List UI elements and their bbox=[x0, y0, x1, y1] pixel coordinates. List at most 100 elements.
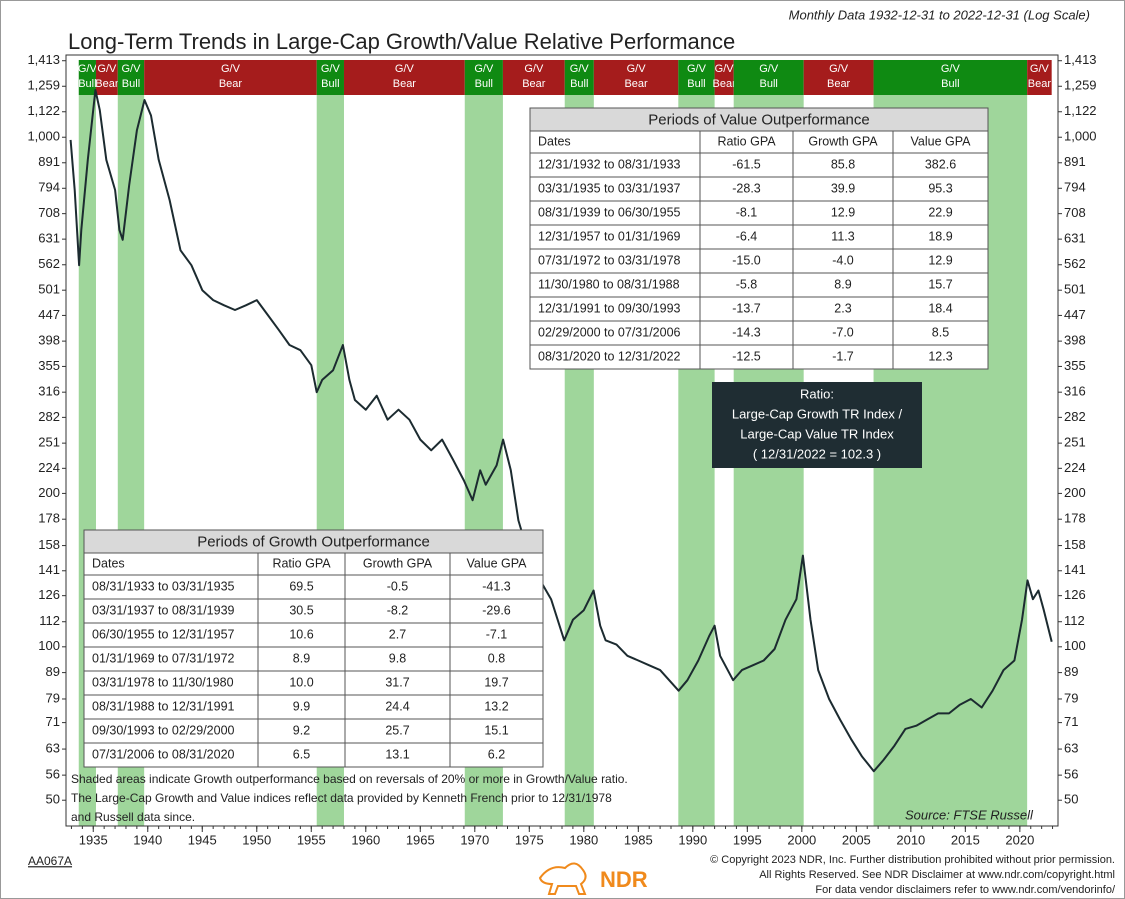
table-cell: 12/31/1991 to 09/30/1993 bbox=[538, 301, 681, 315]
table-cell: -4.0 bbox=[832, 253, 854, 267]
regime-band bbox=[144, 60, 317, 95]
regime-band bbox=[714, 60, 734, 95]
table-cell: -1.7 bbox=[832, 349, 854, 363]
table-cell: 22.9 bbox=[928, 205, 952, 219]
table-cell: 95.3 bbox=[928, 181, 952, 195]
table-cell: 69.5 bbox=[289, 579, 313, 593]
y-tick-label: 50 bbox=[1064, 792, 1078, 807]
table-cell: -13.7 bbox=[732, 301, 761, 315]
y-tick-label: 794 bbox=[38, 180, 60, 195]
table-cell: 12.9 bbox=[928, 253, 952, 267]
x-tick-label: 1955 bbox=[297, 832, 326, 847]
table-cell: 2.3 bbox=[834, 301, 851, 315]
y-tick-label: 891 bbox=[1064, 154, 1086, 169]
y-tick-label: 112 bbox=[39, 613, 60, 628]
y-tick-label: 631 bbox=[1064, 231, 1086, 246]
table-cell: -29.6 bbox=[482, 603, 511, 617]
regime-band bbox=[95, 60, 118, 95]
table-cell: 8.9 bbox=[834, 277, 851, 291]
table-cell: 06/30/1955 to 12/31/1957 bbox=[92, 627, 235, 641]
y-tick-label: 398 bbox=[38, 333, 60, 348]
table-cell: 15.1 bbox=[484, 723, 508, 737]
table-cell: 03/31/1978 to 11/30/1980 bbox=[92, 675, 234, 689]
y-tick-label: 126 bbox=[1064, 587, 1086, 602]
annotation-text: ( 12/31/2022 = 102.3 ) bbox=[753, 446, 881, 461]
table-cell: 07/31/2006 to 08/31/2020 bbox=[92, 747, 235, 761]
y-tick-label: 631 bbox=[38, 231, 60, 246]
table-cell: 09/30/1993 to 02/29/2000 bbox=[92, 723, 235, 737]
table-cell: 9.9 bbox=[293, 699, 310, 713]
x-tick-label: 2020 bbox=[1005, 832, 1034, 847]
table-cell: 13.2 bbox=[484, 699, 508, 713]
regime-label: G/V bbox=[474, 63, 494, 75]
x-tick-label: 2010 bbox=[896, 832, 925, 847]
table-header: Growth GPA bbox=[363, 556, 433, 570]
table-cell: 85.8 bbox=[831, 157, 855, 171]
table-header: Dates bbox=[92, 556, 125, 570]
x-tick-label: 1960 bbox=[351, 832, 380, 847]
x-tick-label: 1975 bbox=[515, 832, 544, 847]
y-tick-label: 251 bbox=[38, 435, 60, 450]
y-tick-label: 708 bbox=[1064, 205, 1086, 220]
y-tick-label: 447 bbox=[38, 307, 60, 322]
y-tick-label: 79 bbox=[1064, 690, 1078, 705]
regime-label: G/V bbox=[715, 63, 735, 75]
table-header: Value GPA bbox=[911, 134, 972, 148]
x-tick-label: 2000 bbox=[787, 832, 816, 847]
y-tick-label: 158 bbox=[38, 537, 60, 552]
x-tick-label: 1985 bbox=[624, 832, 653, 847]
table-cell: 10.0 bbox=[289, 675, 313, 689]
logo-bull bbox=[538, 862, 587, 895]
y-tick-label: 141 bbox=[1064, 562, 1086, 577]
copyright-line: All Rights Reserved. See NDR Disclaimer … bbox=[759, 869, 1115, 881]
regime-band bbox=[733, 60, 804, 95]
regime-label: G/V bbox=[97, 63, 117, 75]
footnote: and Russell data since. bbox=[71, 810, 195, 824]
y-tick-label: 447 bbox=[1064, 307, 1086, 322]
table-cell: 18.9 bbox=[928, 229, 952, 243]
x-tick-label: 1935 bbox=[79, 832, 108, 847]
y-tick-label: 158 bbox=[1064, 537, 1086, 552]
regime-label: Bull bbox=[687, 78, 705, 90]
table-cell: 30.5 bbox=[289, 603, 313, 617]
footnote: The Large-Cap Growth and Value indices r… bbox=[71, 791, 612, 805]
y-tick-label: 891 bbox=[38, 154, 60, 169]
table-cell: 08/31/1939 to 06/30/1955 bbox=[538, 205, 681, 219]
y-tick-label: 1,122 bbox=[27, 103, 60, 118]
table-title: Periods of Value Outperformance bbox=[648, 111, 870, 128]
regime-label: G/V bbox=[395, 63, 415, 75]
logo-text: NDR bbox=[600, 867, 648, 892]
regime-band bbox=[803, 60, 874, 95]
y-tick-label: 224 bbox=[38, 460, 60, 475]
regime-label: Bear bbox=[393, 78, 417, 90]
y-tick-label: 126 bbox=[38, 587, 60, 602]
regime-label: Bull bbox=[78, 78, 96, 90]
y-tick-label: 501 bbox=[38, 282, 60, 297]
regime-label: Bear bbox=[713, 78, 737, 90]
y-tick-label: 562 bbox=[38, 256, 60, 271]
copyright-line: For data vendor disclaimers refer to www… bbox=[815, 884, 1116, 896]
regime-label: G/V bbox=[941, 63, 961, 75]
y-tick-label: 71 bbox=[1064, 714, 1078, 729]
table-header: Ratio GPA bbox=[272, 556, 331, 570]
table-cell: -6.4 bbox=[736, 229, 758, 243]
y-tick-label: 79 bbox=[46, 690, 60, 705]
y-tick-label: 200 bbox=[1064, 485, 1086, 500]
table-cell: -8.1 bbox=[736, 205, 758, 219]
table-cell: 12/31/1932 to 08/31/1933 bbox=[538, 157, 681, 171]
y-tick-label: 316 bbox=[1064, 384, 1086, 399]
regime-label: G/V bbox=[687, 63, 707, 75]
x-tick-label: 2005 bbox=[842, 832, 871, 847]
y-tick-label: 501 bbox=[1064, 282, 1086, 297]
y-tick-label: 63 bbox=[46, 741, 60, 756]
chart-code[interactable]: AA067A bbox=[28, 854, 72, 868]
regime-label: G/V bbox=[221, 63, 241, 75]
table-cell: 12.9 bbox=[831, 205, 855, 219]
y-tick-label: 282 bbox=[38, 409, 60, 424]
y-tick-label: 89 bbox=[1064, 664, 1078, 679]
y-tick-label: 1,259 bbox=[1064, 78, 1097, 93]
y-tick-label: 100 bbox=[1064, 638, 1086, 653]
y-tick-label: 200 bbox=[38, 485, 60, 500]
table-cell: 08/31/2020 to 12/31/2022 bbox=[538, 349, 681, 363]
regime-label: Bear bbox=[827, 78, 851, 90]
